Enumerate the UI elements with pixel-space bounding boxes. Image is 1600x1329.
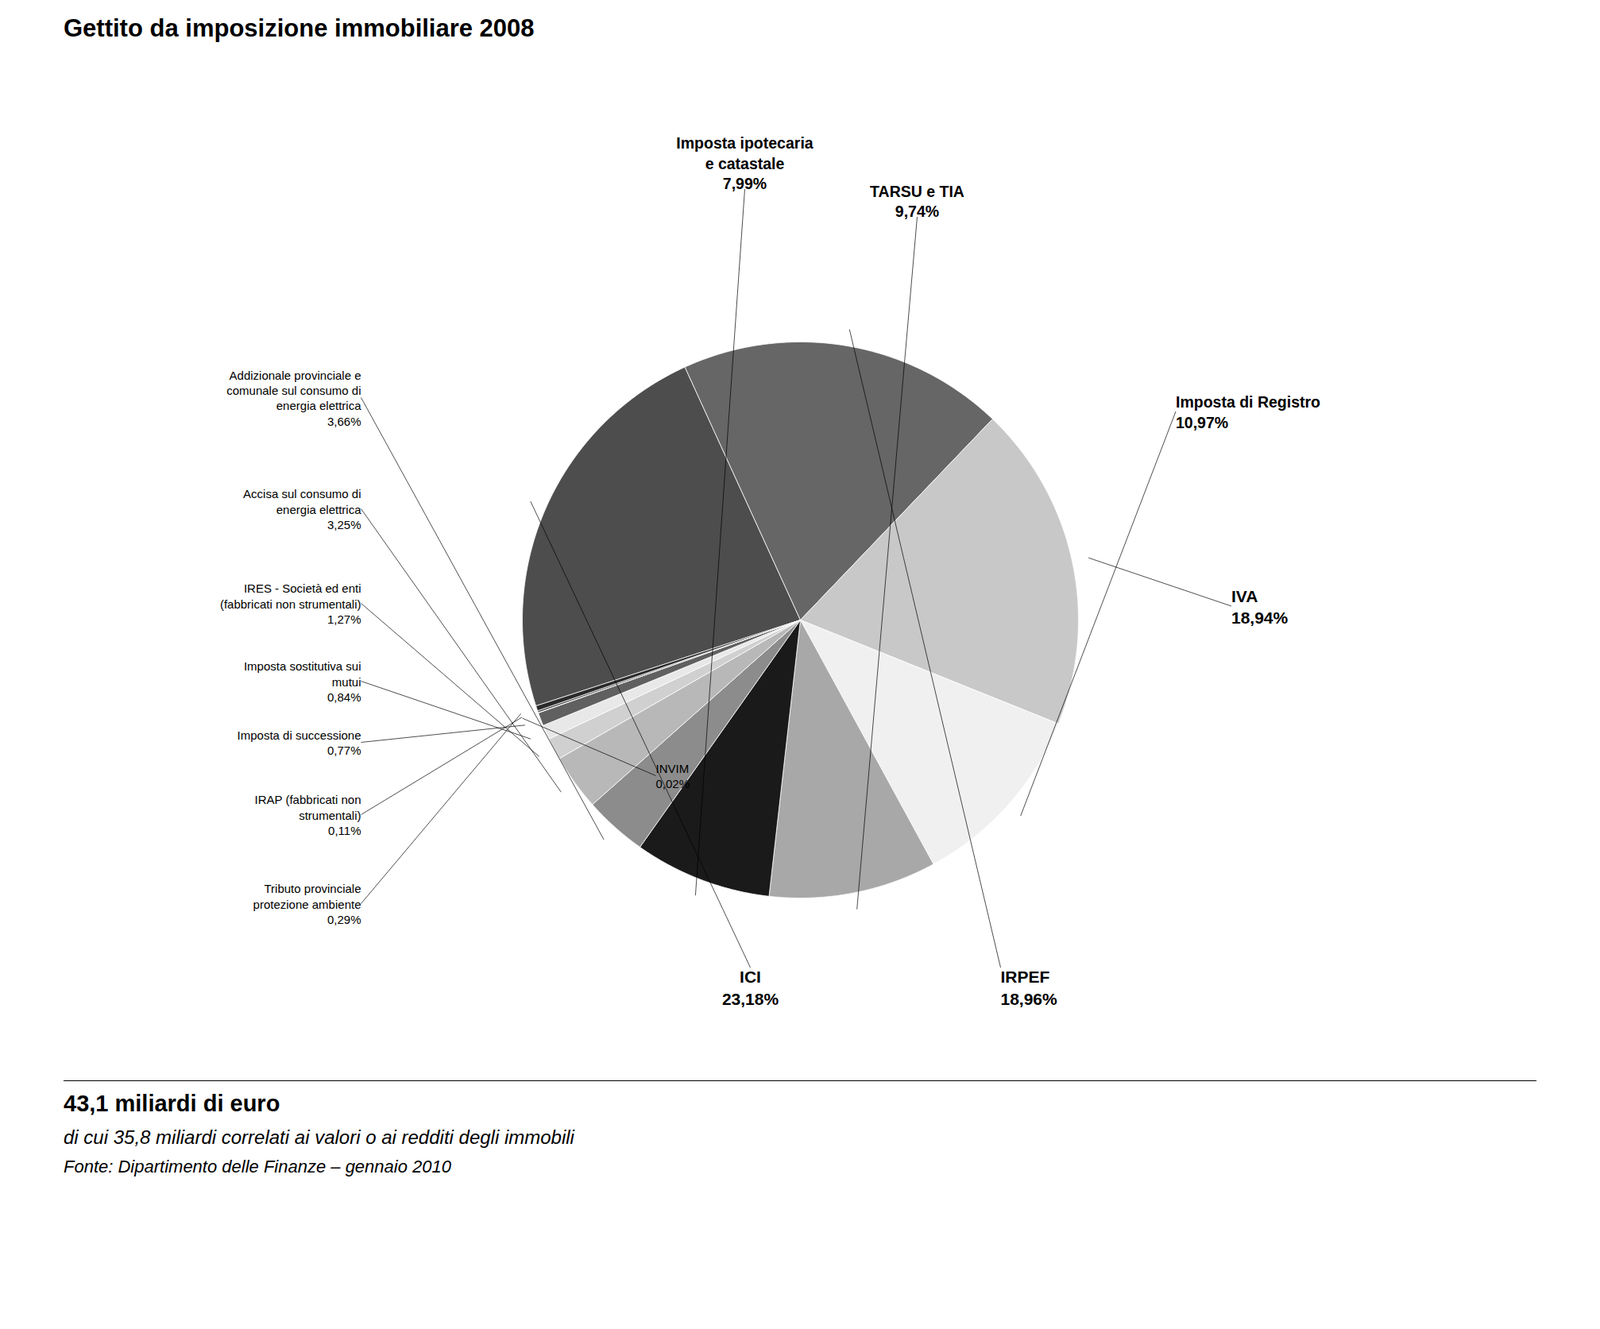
- svg-text:ICI23,18%: ICI23,18%: [722, 967, 780, 1008]
- html-text:Gettito da imposizione immobil: Gettito da imposizione immobiliare 2008: [63, 14, 535, 43]
- svg-text:TARSU e TIA9,74%: TARSU e TIA9,74%: [869, 182, 965, 221]
- svg-text:Accisa sul consumo dienergia e: Accisa sul consumo dienergia elettrica3,…: [243, 486, 362, 532]
- svg-text:Imposta ipotecariae catastale7: Imposta ipotecariae catastale7,99%: [676, 134, 813, 193]
- html-text:di cui 35,8 miliardi correlati: di cui 35,8 miliardi correlati ai valori…: [63, 1126, 575, 1148]
- svg-text:IRAP (fabbricati nonstrumental: IRAP (fabbricati nonstrumentali)0,11%: [255, 792, 362, 838]
- svg-text:Tributo provincialeprotezione: Tributo provincialeprotezione ambiente0,…: [253, 881, 362, 927]
- svg-text:Imposta sostitutiva suimutui0,: Imposta sostitutiva suimutui0,84%: [243, 659, 362, 704]
- svg-text:IRES - Società ed enti(fabbric: IRES - Società ed enti(fabbricati non st…: [220, 581, 362, 627]
- svg-text:Addizionale provinciale ecomun: Addizionale provinciale ecomunale sul co…: [226, 367, 362, 429]
- svg-text:Imposta di successione0,77%: Imposta di successione0,77%: [237, 728, 362, 758]
- html-text:43,1 miliardi di euro: 43,1 miliardi di euro: [63, 1090, 280, 1117]
- svg-text:Imposta di Registro10,97%: Imposta di Registro10,97%: [1175, 393, 1321, 431]
- svg-text:IRPEF18,96%: IRPEF18,96%: [1000, 967, 1059, 1008]
- html-text:Fonte: Dipartimento delle Fina: Fonte: Dipartimento delle Finanze – genn…: [63, 1156, 452, 1177]
- svg-text:IVA18,94%: IVA18,94%: [1231, 587, 1289, 627]
- svg-text:INVIM0,02%: INVIM0,02%: [656, 761, 691, 792]
